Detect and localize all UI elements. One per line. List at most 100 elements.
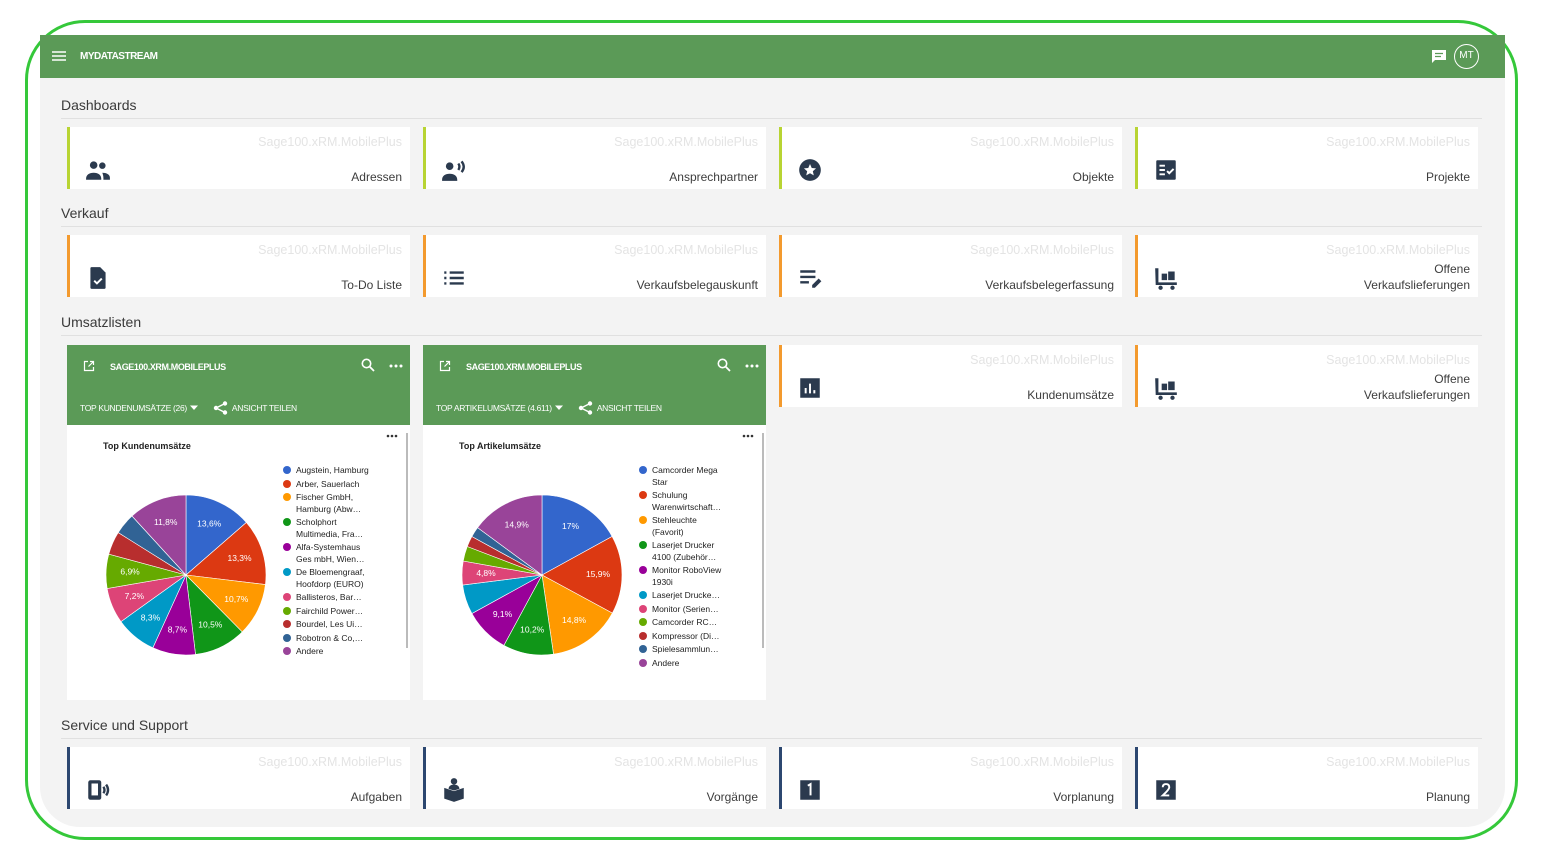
icon-shape bbox=[213, 405, 219, 411]
tile[interactable]: Sage100.xRM.MobilePlus Planung bbox=[1135, 747, 1478, 809]
icon-shape bbox=[1155, 378, 1177, 400]
view-select[interactable]: TOP KUNDENUMSÄTZE (26) bbox=[80, 403, 187, 413]
legend-item: Andere bbox=[283, 646, 383, 658]
pie-slice bbox=[541, 574, 613, 655]
pie-slice bbox=[185, 494, 247, 576]
tile-icon bbox=[444, 778, 464, 802]
tile[interactable]: Sage100.xRM.MobilePlus Offene Verkaufslie… bbox=[1135, 235, 1478, 297]
widget-source: SAGE100.XRM.MOBILEPLUS bbox=[110, 362, 226, 372]
tile[interactable]: Sage100.xRM.MobilePlus Projekte bbox=[1135, 127, 1478, 189]
icon-shape bbox=[86, 161, 110, 180]
caret bbox=[554, 405, 563, 410]
legend-label: Camcorder Mega Star bbox=[652, 465, 718, 487]
slice-label: 13,3% bbox=[227, 553, 252, 563]
tile[interactable]: Sage100.xRM.MobilePlus Offene Verkaufslie… bbox=[1135, 345, 1478, 407]
tile-watermark: Sage100.xRM.MobilePlus bbox=[970, 135, 1114, 149]
icon-shape bbox=[91, 783, 98, 796]
tile-icon bbox=[444, 271, 464, 285]
view-select[interactable]: TOP ARTIKELUMSÄTZE (4.611) bbox=[436, 403, 552, 413]
icon-shape bbox=[587, 401, 593, 406]
tile[interactable]: Sage100.xRM.MobilePlus Adressen bbox=[67, 127, 410, 189]
legend-item: De Bloemengraaf, Hoofdorp (EURO) bbox=[283, 567, 383, 590]
legend-label: Robotron & Co,… bbox=[296, 632, 364, 643]
legend-swatch bbox=[639, 658, 647, 667]
slice-label: 6,9% bbox=[120, 567, 140, 577]
tile-label: Kundenumsätze bbox=[1027, 388, 1114, 402]
legend-swatch bbox=[639, 516, 647, 524]
slice-label: 15,9% bbox=[586, 569, 611, 579]
icon-shape bbox=[442, 162, 458, 181]
search-button[interactable] bbox=[717, 358, 731, 372]
icon-shape bbox=[800, 270, 816, 284]
icon-shape bbox=[578, 405, 584, 411]
icon-shape bbox=[750, 364, 754, 368]
legend-swatch bbox=[639, 604, 647, 613]
legend-item: Camcorder RC… bbox=[639, 617, 739, 629]
tile[interactable]: Sage100.xRM.MobilePlus Objekte bbox=[779, 127, 1122, 189]
legend-swatch bbox=[283, 479, 291, 488]
share-button[interactable]: ANSICHT TEILEN bbox=[231, 403, 297, 413]
tile-label: Vorplanung bbox=[1053, 790, 1114, 804]
tile[interactable]: Sage100.xRM.MobilePlus Vorgänge bbox=[423, 747, 766, 809]
legend-swatch bbox=[283, 568, 291, 576]
tile[interactable]: Sage100.xRM.MobilePlus Vorplanung bbox=[779, 747, 1122, 809]
pie-slice bbox=[185, 522, 267, 585]
tile-watermark: Sage100.xRM.MobilePlus bbox=[970, 755, 1114, 769]
legend-label: Fischer GmbH, Hamburg (Abw… bbox=[296, 492, 362, 514]
tile-watermark: Sage100.xRM.MobilePlus bbox=[258, 243, 402, 257]
tile-icon bbox=[799, 159, 821, 181]
pie-slice bbox=[541, 536, 623, 614]
tile[interactable]: Sage100.xRM.MobilePlus To-Do Liste bbox=[67, 235, 410, 297]
legend-swatch bbox=[283, 493, 291, 501]
more-button[interactable] bbox=[744, 363, 760, 369]
tile-icon bbox=[1156, 160, 1176, 180]
section-divider bbox=[61, 226, 1482, 227]
icon-shape bbox=[554, 405, 563, 410]
tile-label: To-Do Liste bbox=[341, 278, 402, 292]
icon-shape bbox=[724, 365, 731, 372]
app-title: MYDATASTREAM bbox=[80, 51, 158, 62]
legend-item: Laserjet Drucker 4100 (Zubehör… bbox=[639, 540, 739, 563]
open-icon bbox=[439, 360, 451, 372]
legend-item: Augstein, Hamburg bbox=[283, 465, 383, 477]
tile[interactable]: Sage100.xRM.MobilePlus Kundenumsätze bbox=[779, 345, 1122, 407]
icon-shape bbox=[1160, 783, 1171, 797]
icon-shape bbox=[587, 410, 593, 415]
legend-label: Camcorder RC… bbox=[652, 617, 718, 627]
icon-shape bbox=[222, 410, 228, 415]
widget-header: SAGE100.XRM.MOBILEPLUS TOP KUNDENUMSÄTZE … bbox=[67, 345, 410, 425]
tile-icon bbox=[1155, 378, 1177, 400]
open-icon bbox=[83, 360, 95, 372]
tile[interactable]: Sage100.xRM.MobilePlus Verkaufsbelegausku… bbox=[423, 235, 766, 297]
legend-item: Monitor RoboView 1930i bbox=[639, 565, 739, 588]
tile-label: Planung bbox=[1425, 790, 1470, 804]
chart-title: Top Artikelumsätze bbox=[459, 441, 542, 451]
caret bbox=[189, 405, 198, 410]
tile-label: Adressen bbox=[351, 170, 402, 184]
share-button[interactable]: ANSICHT TEILEN bbox=[596, 403, 662, 413]
tile[interactable]: Sage100.xRM.MobilePlus Verkaufsbelegerfas… bbox=[779, 235, 1122, 297]
menu-dot bbox=[750, 434, 754, 438]
tile-icon bbox=[88, 780, 110, 800]
search-button[interactable] bbox=[361, 358, 375, 372]
icon-shape bbox=[93, 277, 103, 285]
legend: Augstein, Hamburg Arber, Sauerlach Fischer… bbox=[283, 465, 383, 660]
menu-dot bbox=[394, 434, 398, 438]
menu-button[interactable] bbox=[52, 49, 66, 63]
chat-button[interactable] bbox=[1431, 49, 1447, 65]
legend-swatch bbox=[283, 593, 291, 601]
more-button[interactable] bbox=[388, 363, 404, 369]
legend-label: Bourdel, Les Ui… bbox=[296, 619, 363, 629]
tile[interactable]: Sage100.xRM.MobilePlus Aufgaben bbox=[67, 747, 410, 809]
legend-label: Schulung Warenwirtschaft… bbox=[652, 490, 722, 512]
legend-label: Monitor (Serien… bbox=[652, 603, 719, 614]
legend-label: Andere bbox=[652, 657, 680, 668]
legend-item: Arber, Sauerlach bbox=[283, 479, 383, 491]
avatar[interactable]: MT bbox=[1454, 44, 1479, 69]
app-header: MYDATASTREAM MT bbox=[40, 35, 1505, 78]
tile[interactable]: Sage100.xRM.MobilePlus Ansprechpartner bbox=[423, 127, 766, 189]
device-frame bbox=[25, 20, 1518, 840]
menu-dot bbox=[746, 434, 750, 438]
menu-dot bbox=[742, 434, 746, 438]
legend-swatch bbox=[639, 466, 647, 474]
